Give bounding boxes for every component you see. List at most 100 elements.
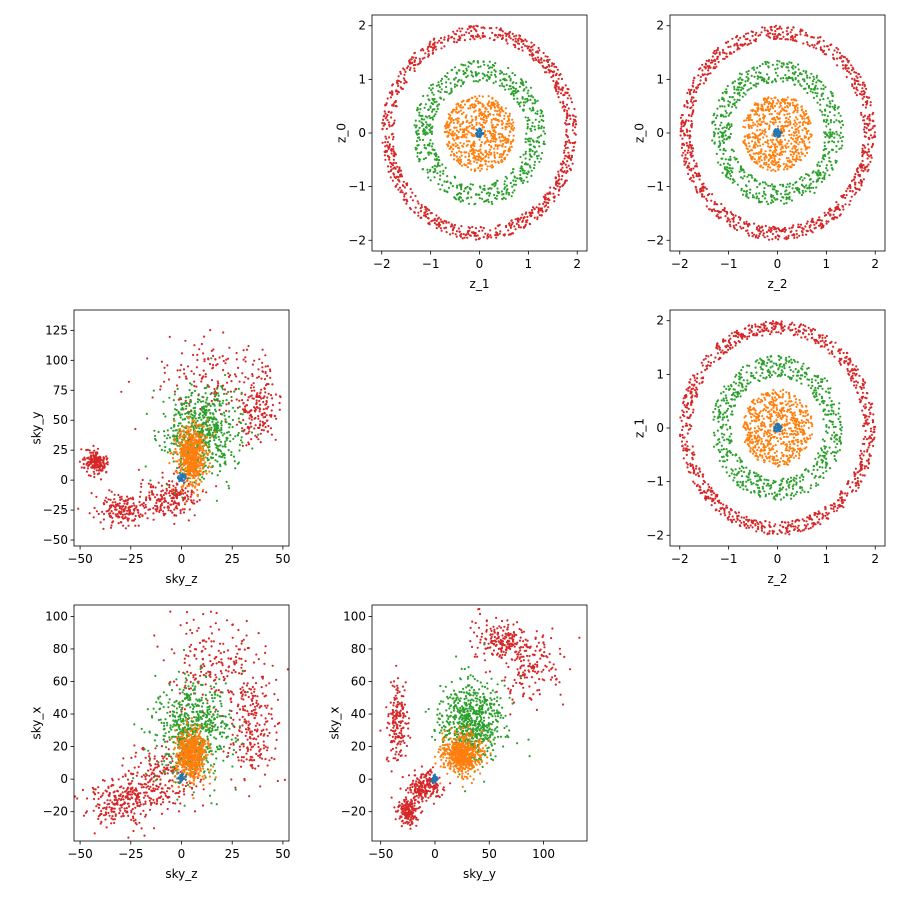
scatter-point [204,375,207,378]
scatter-point [205,491,208,494]
scatter-point [175,514,178,517]
scatter-point [791,226,794,229]
x-tick-label: −2 [671,257,689,271]
scatter-point [543,196,547,199]
scatter-point [474,109,477,112]
scatter-point [250,389,253,392]
scatter-point [803,135,806,138]
scatter-point [494,131,497,134]
scatter-point [810,72,813,75]
scatter-point [457,146,460,149]
scatter-point [862,115,865,119]
scatter-point [717,132,720,135]
scatter-point [102,527,105,531]
scatter-point [751,235,754,238]
scatter-point [763,197,767,200]
scatter-point [680,125,683,128]
scatter-point [775,133,778,136]
scatter-point [458,156,461,159]
scatter-point [169,509,172,512]
scatter-point [102,518,105,521]
scatter-point [765,200,768,203]
scatter-point [478,114,481,117]
scatter-point [565,119,568,122]
scatter-point [787,145,790,148]
scatter-point [714,127,717,130]
scatter-point [425,126,428,129]
scatter-point [512,134,515,137]
scatter-point [795,130,798,134]
scatter-point [117,522,120,525]
scatter-point [124,527,127,530]
scatter-point [771,63,775,66]
scatter-point [708,208,712,211]
scatter-point [807,174,811,177]
scatter-point [729,132,732,136]
scatter-point [802,69,805,73]
scatter-point [739,36,742,40]
scatter-point [719,216,722,219]
scatter-point [417,136,420,139]
scatter-point [553,196,556,199]
scatter-point [833,58,836,61]
scatter-point [512,43,515,46]
scatter-point [381,122,384,125]
scatter-point [816,179,820,182]
scatter-point [424,103,427,106]
scatter-point [123,502,126,505]
scatter-point [269,370,272,373]
scatter-point [725,111,728,114]
scatter-point [752,233,756,236]
scatter-point [679,134,682,137]
scatter-point [683,122,687,125]
scatter-point [725,138,728,141]
scatter-point [844,64,847,67]
scatter-point [248,430,251,433]
scatter-point [794,108,797,112]
scatter-point [437,155,440,159]
scatter-point [438,85,441,89]
scatter-point [549,186,552,189]
scatter-point [570,156,574,159]
scatter-point [759,165,762,168]
scatter-point [190,370,193,373]
scatter-point [728,167,731,170]
scatter-point [862,81,865,84]
scatter-point [528,143,531,146]
scatter-point [758,192,761,195]
scatter-point [427,176,430,179]
scatter-point [156,498,159,501]
scatter-point [546,55,549,58]
scatter-point [682,121,685,124]
scatter-point [763,133,766,136]
scatter-point [746,37,749,41]
scatter-point [688,162,691,165]
scatter-point [853,176,857,179]
scatter-point [388,143,391,146]
scatter-point [838,147,841,150]
scatter-point [156,507,159,510]
scatter-point [835,201,838,204]
scatter-point [530,41,533,44]
scatter-point [863,135,866,138]
scatter-point [487,75,490,78]
scatter-point [697,172,701,175]
scatter-point [867,143,870,146]
scatter-point [163,380,166,383]
scatter-point [492,183,495,186]
scatter-point [765,135,768,138]
scatter-point [498,84,501,87]
scatter-point [565,123,568,126]
scatter-point [531,52,534,55]
scatter-point [758,119,761,122]
scatter-point [746,89,749,92]
scatter-point [735,100,738,104]
scatter-point [530,169,533,172]
scatter-point [776,59,779,62]
scatter-point [863,122,866,126]
scatter-point [787,118,790,121]
scatter-point [471,103,474,106]
scatter-point [768,226,771,229]
scatter-point [508,114,511,118]
scatter-point [868,119,871,122]
